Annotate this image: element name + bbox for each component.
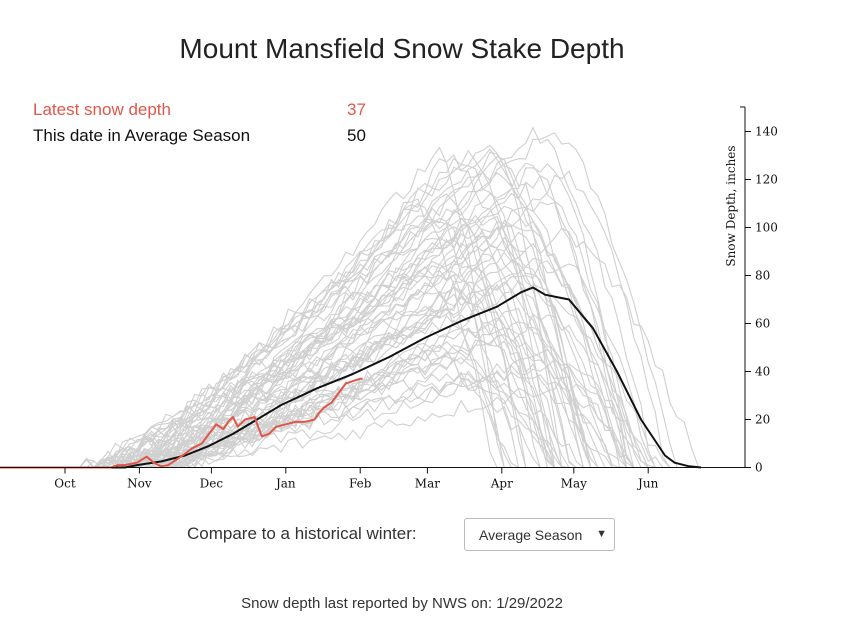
- historical-season-line: [0, 162, 713, 469]
- y-axis-title: Snow Depth, inches: [724, 145, 738, 266]
- season-select[interactable]: Average Season ▼: [464, 518, 615, 551]
- y-tick-label: 0: [755, 461, 763, 475]
- x-tick-label: Jan: [274, 477, 296, 491]
- y-tick-label: 140: [755, 125, 778, 139]
- average-depth-value: 50: [347, 126, 366, 145]
- chart-title: Mount Mansfield Snow Stake Depth: [179, 33, 625, 64]
- historical-season-line: [0, 156, 713, 469]
- current-season-line: [0, 377, 363, 469]
- average-season-line: [0, 286, 702, 469]
- y-tick-label: 100: [755, 221, 778, 235]
- compare-label: Compare to a historical winter:: [187, 524, 417, 543]
- historical-season-line: [0, 223, 713, 469]
- x-tick-label: Jun: [636, 477, 659, 491]
- x-tick-label: Apr: [490, 477, 513, 491]
- historical-season-line: [0, 269, 713, 469]
- series-layer: [0, 286, 702, 469]
- y-tick-label: 40: [755, 365, 770, 379]
- y-tick-label: 80: [755, 269, 770, 283]
- latest-depth-value: 37: [347, 100, 366, 119]
- historical-season-line: [0, 201, 713, 469]
- x-tick-label: Nov: [127, 477, 152, 491]
- historical-season-line: [0, 154, 713, 469]
- historical-season-line: [0, 149, 713, 469]
- x-tick-label: Mar: [415, 477, 440, 491]
- historical-season-line: [0, 146, 713, 469]
- x-tick-label: Dec: [200, 477, 224, 491]
- historical-season-line: [0, 132, 713, 469]
- y-tick-label: 120: [755, 173, 778, 187]
- latest-depth-label: Latest snow depth: [33, 100, 171, 119]
- axes: ep Oct Nov Dec Jan Feb Mar Apr May Jun 0 20 40 60 80 10…: [0, 106, 778, 491]
- average-depth-label: This date in Average Season: [33, 126, 251, 145]
- last-reported-text: Snow depth last reported by NWS on: 1/29…: [241, 595, 563, 612]
- historical-season-line: [0, 281, 713, 469]
- x-tick-label: Feb: [349, 477, 372, 491]
- x-tick-label: Oct: [54, 477, 76, 491]
- y-tick-label: 60: [755, 317, 770, 331]
- y-tick-label: 20: [755, 413, 770, 427]
- x-tick-label: May: [561, 477, 587, 491]
- historical-season-line: [0, 269, 713, 469]
- historical-season-line: [0, 162, 713, 469]
- historical-season-line: [0, 321, 713, 469]
- chevron-down-icon: ▼: [596, 528, 607, 540]
- x-tick-label: ep: [0, 477, 1, 491]
- season-select-value: Average Season: [479, 526, 583, 543]
- historical-seasons: [0, 126, 713, 469]
- snow-depth-chart: ep Oct Nov Dec Jan Feb Mar Apr May Jun 0 20 40 60 80 10…: [0, 106, 778, 491]
